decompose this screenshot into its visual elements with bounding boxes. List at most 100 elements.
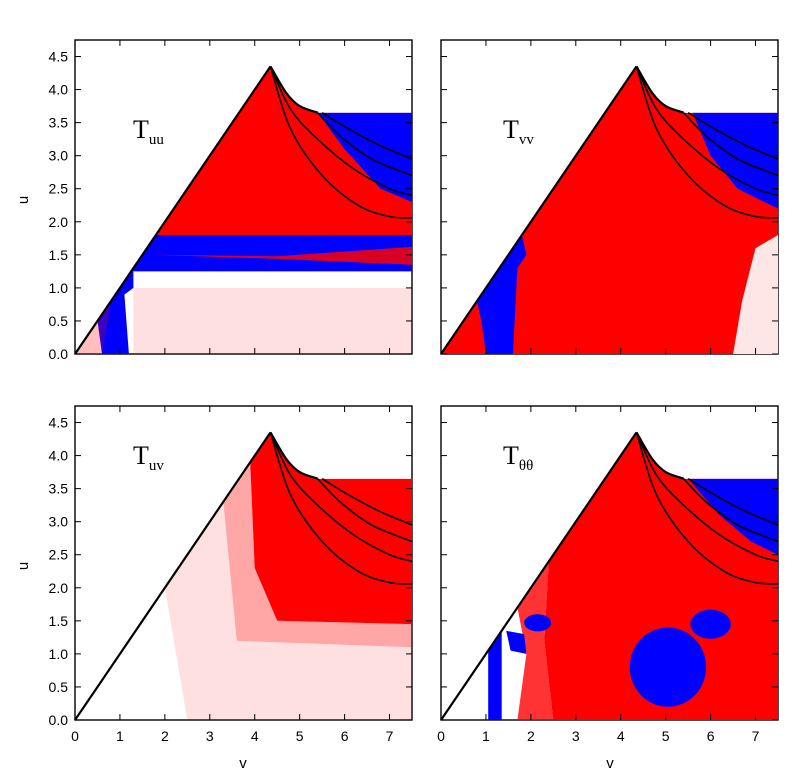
inner-curve [687,478,779,526]
y-tick-label: 4.0 [49,82,69,98]
x-tick-label: 3 [206,728,214,744]
x-tick-label: 0 [71,728,79,744]
heatmap-clipped [488,432,778,720]
boundary-curves [74,65,413,355]
x-axis-title-right: v [606,755,614,772]
panel-label: Tvv [503,115,534,148]
panel-Ttt: Tθθ [440,405,779,721]
inner-curve [321,478,413,526]
inner-curve [635,432,779,563]
x-tick-label: 6 [707,728,715,744]
x-tick-label: 0 [437,728,445,744]
region-negative [690,609,731,639]
region-positive [133,287,412,354]
heatmap-field [75,66,412,354]
outer-boundary-curve [635,431,684,480]
y-tick-label: 1.5 [49,247,69,263]
diagonal-boundary [74,431,272,721]
y-tick-label: 2.5 [49,181,69,197]
y-tick-label: 4.5 [49,49,69,65]
y-tick-label: 2.5 [49,547,69,563]
outer-boundary-curve [635,65,684,114]
x-tick-label: 2 [527,728,535,744]
region-near-zero [733,235,778,354]
region-negative [97,268,134,354]
x-tick-label: 1 [116,728,124,744]
y-tick-label: 2.0 [49,214,69,230]
x-tick-label: 4 [251,728,259,744]
boundary-curves [440,65,779,355]
region-positive-weak [164,501,412,720]
region-negative [133,235,412,272]
x-tick-label: 2 [161,728,169,744]
y-tick-label: 1.0 [49,646,69,662]
region-negative [506,630,527,654]
inner-curve [687,112,779,160]
y-tick-label: 0.0 [49,346,69,362]
region-negative [688,478,778,555]
inner-curve [269,432,413,563]
outer-boundary-curve [269,65,318,114]
y-tick-label: 3.0 [49,148,69,164]
y-tick-label: 0.5 [49,313,69,329]
y-tick-label: 3.5 [49,481,69,497]
boundary-curves [440,431,779,721]
inner-curve [317,112,413,177]
heatmap-field [164,432,412,720]
boundary-curves [74,431,413,721]
tick-marks [440,40,778,355]
inner-curve [269,432,413,585]
x-tick-label: 5 [296,728,304,744]
y-tick-label: 4.0 [49,448,69,464]
panel-Tuv: Tuv [74,405,413,721]
tick-marks [74,40,412,355]
x-tick-label: 5 [662,728,670,744]
inner-curve [683,478,779,543]
inner-curve [635,432,779,585]
y-axis-title-top: u [15,196,32,204]
y-tick-labels-top: 0.0 0.5 1.0 1.5 2.0 2.5 3.0 3.5 4.0 4.5 [49,49,69,362]
region-positive [155,66,412,236]
y-tick-label: 1.5 [49,613,69,629]
x-tick-label: 3 [572,728,580,744]
x-tick-label: 4 [617,728,625,744]
inner-curve [269,66,413,219]
region-negative [488,630,502,720]
x-tick-label: 7 [752,728,760,744]
heatmap-clipped [164,432,412,720]
region-negative [317,112,412,202]
y-tick-label: 2.0 [49,580,69,596]
inner-curve [635,66,779,197]
region-negative [692,112,778,209]
region-positive-weak [223,462,412,648]
panel-label: Tuv [133,441,164,474]
region-negative [476,235,527,354]
region-positive [151,246,412,265]
tick-marks [74,406,412,721]
y-axis-title-bottom: u [15,562,32,570]
y-tick-label: 4.5 [49,415,69,431]
y-tick-label: 0.0 [49,712,69,728]
diagonal-boundary [74,65,272,355]
panel-label: Tuu [133,115,164,148]
heatmap-clipped [75,66,412,354]
x-tick-labels-left: 0 1 2 3 4 5 6 7 [71,728,394,744]
heatmap-field [488,432,778,720]
region-positive [250,432,412,625]
inner-curve [321,112,413,160]
y-tick-label: 3.5 [49,115,69,131]
y-tick-label: 1.0 [49,280,69,296]
x-tick-label: 1 [482,728,490,744]
y-tick-label: 0.5 [49,679,69,695]
inner-curve [269,66,413,197]
x-tick-labels-right: 0 1 2 3 4 5 6 7 [437,728,760,744]
x-tick-label: 7 [386,728,394,744]
diagonal-boundary [440,65,638,355]
diagonal-boundary [440,431,638,721]
inner-curve [635,66,779,219]
region-negative [629,627,707,707]
x-axis-title-left: v [239,755,247,772]
panel-label: Tθθ [503,441,533,474]
y-tick-label: 3.0 [49,514,69,530]
